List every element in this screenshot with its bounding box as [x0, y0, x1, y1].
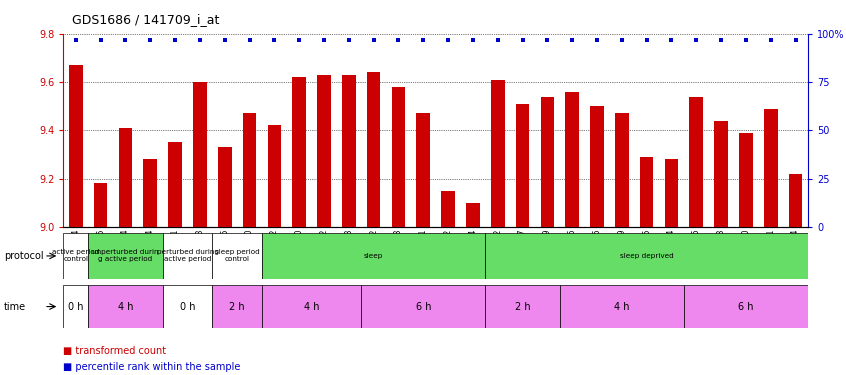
Bar	[193, 82, 206, 227]
Point	[267, 36, 281, 42]
Text: 4 h: 4 h	[614, 302, 629, 312]
Text: 4 h: 4 h	[304, 302, 319, 312]
Bar	[69, 65, 83, 227]
Bar	[88, 285, 162, 328]
Bar	[243, 113, 256, 227]
Bar	[739, 133, 753, 227]
Text: sleep deprived: sleep deprived	[620, 253, 673, 259]
Bar	[615, 113, 629, 227]
Point	[714, 36, 728, 42]
Bar	[94, 183, 107, 227]
Point	[665, 36, 678, 42]
Bar	[118, 128, 132, 227]
Bar	[144, 159, 157, 227]
Bar	[788, 174, 802, 227]
Bar	[516, 104, 530, 227]
Bar	[665, 159, 678, 227]
Text: 4 h: 4 h	[118, 302, 133, 312]
Bar	[560, 285, 684, 328]
Point	[367, 36, 381, 42]
Bar	[63, 232, 88, 279]
Bar	[262, 232, 486, 279]
Point	[243, 36, 256, 42]
Bar	[764, 109, 777, 227]
Bar	[684, 285, 808, 328]
Point	[788, 36, 802, 42]
Bar	[565, 92, 579, 227]
Bar	[342, 75, 355, 227]
Text: 0 h: 0 h	[69, 302, 84, 312]
Text: active period
control: active period control	[52, 249, 100, 262]
Bar	[689, 96, 703, 227]
Bar	[361, 285, 486, 328]
Point	[739, 36, 753, 42]
Bar	[162, 232, 212, 279]
Point	[541, 36, 554, 42]
Point	[168, 36, 182, 42]
Point	[392, 36, 405, 42]
Point	[218, 36, 232, 42]
Bar	[317, 75, 331, 227]
Bar	[262, 285, 361, 328]
Point	[640, 36, 653, 42]
Bar	[491, 80, 504, 227]
Point	[416, 36, 430, 42]
Bar	[416, 113, 430, 227]
Bar	[442, 190, 455, 227]
Text: perturbed during
active period: perturbed during active period	[157, 249, 218, 262]
Bar	[640, 157, 653, 227]
Text: time: time	[4, 302, 26, 312]
Text: ■ transformed count: ■ transformed count	[63, 346, 167, 355]
Point	[565, 36, 579, 42]
Point	[317, 36, 331, 42]
Point	[516, 36, 530, 42]
Text: 2 h: 2 h	[514, 302, 530, 312]
Text: sleep period
control: sleep period control	[215, 249, 260, 262]
Bar	[267, 126, 281, 227]
Point	[144, 36, 157, 42]
Text: 0 h: 0 h	[180, 302, 195, 312]
Text: 6 h: 6 h	[415, 302, 431, 312]
Point	[491, 36, 504, 42]
Point	[118, 36, 132, 42]
Bar	[218, 147, 232, 227]
Bar	[63, 285, 88, 328]
Bar	[714, 121, 728, 227]
Bar	[367, 72, 381, 227]
Text: sleep: sleep	[364, 253, 383, 259]
Text: 6 h: 6 h	[739, 302, 754, 312]
Bar	[486, 232, 808, 279]
Point	[69, 36, 83, 42]
Bar	[168, 142, 182, 227]
Point	[764, 36, 777, 42]
Bar	[466, 203, 480, 227]
Text: protocol: protocol	[4, 251, 44, 261]
Point	[466, 36, 480, 42]
Bar	[162, 285, 212, 328]
Bar	[591, 106, 604, 227]
Point	[442, 36, 455, 42]
Bar	[212, 285, 262, 328]
Point	[293, 36, 306, 42]
Point	[94, 36, 107, 42]
Point	[689, 36, 703, 42]
Text: 2 h: 2 h	[229, 302, 245, 312]
Bar	[486, 285, 560, 328]
Bar	[392, 87, 405, 227]
Text: GDS1686 / 141709_i_at: GDS1686 / 141709_i_at	[72, 13, 219, 26]
Point	[615, 36, 629, 42]
Point	[591, 36, 604, 42]
Bar	[541, 96, 554, 227]
Point	[342, 36, 355, 42]
Bar	[212, 232, 262, 279]
Text: unperturbed durin
g active period: unperturbed durin g active period	[92, 249, 159, 262]
Point	[193, 36, 206, 42]
Text: ■ percentile rank within the sample: ■ percentile rank within the sample	[63, 363, 241, 372]
Bar	[293, 77, 306, 227]
Bar	[88, 232, 162, 279]
